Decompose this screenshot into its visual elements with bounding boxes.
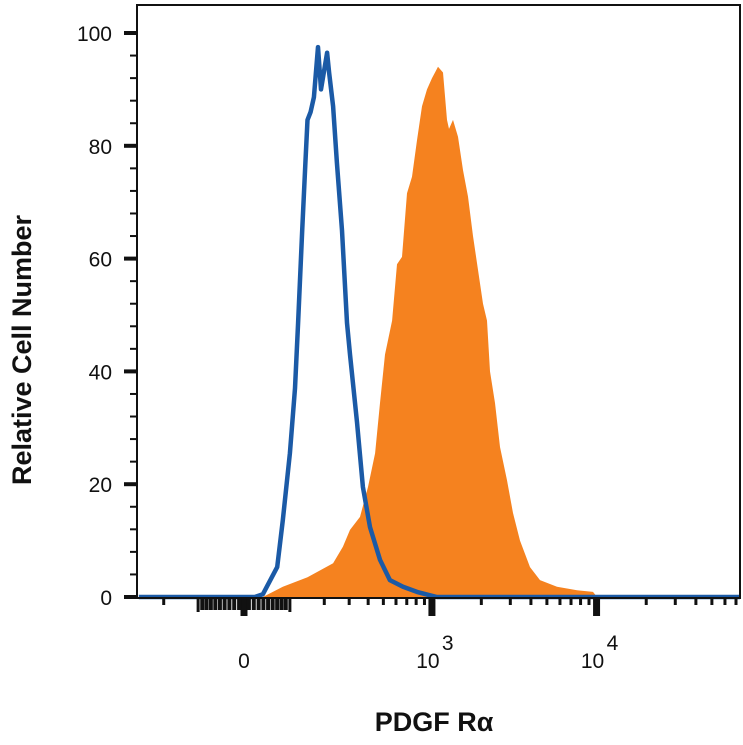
x-tick-label: 0: [238, 650, 250, 673]
x-tick-label: 10: [416, 650, 439, 673]
y-axis-title: Relative Cell Number: [7, 214, 37, 485]
x-tick-exponent: 3: [442, 632, 454, 655]
y-tick-label: 0: [100, 587, 112, 610]
y-tick-label: 60: [89, 249, 112, 272]
x-tick-label: 10: [581, 650, 604, 673]
ticks-layer: [124, 31, 738, 616]
series-1-line: [138, 44, 740, 600]
y-tick-label: 20: [89, 474, 112, 497]
plot-frame: [136, 4, 741, 599]
x-axis-title: PDGF Rα: [375, 707, 494, 737]
series-layer: [138, 44, 741, 600]
x-tick-exponent: 4: [607, 632, 619, 655]
y-tick-label: 40: [89, 361, 112, 384]
y-tick-label: 80: [89, 136, 112, 159]
series-0-fill: [138, 66, 741, 598]
y-tick-label: 100: [77, 23, 112, 46]
